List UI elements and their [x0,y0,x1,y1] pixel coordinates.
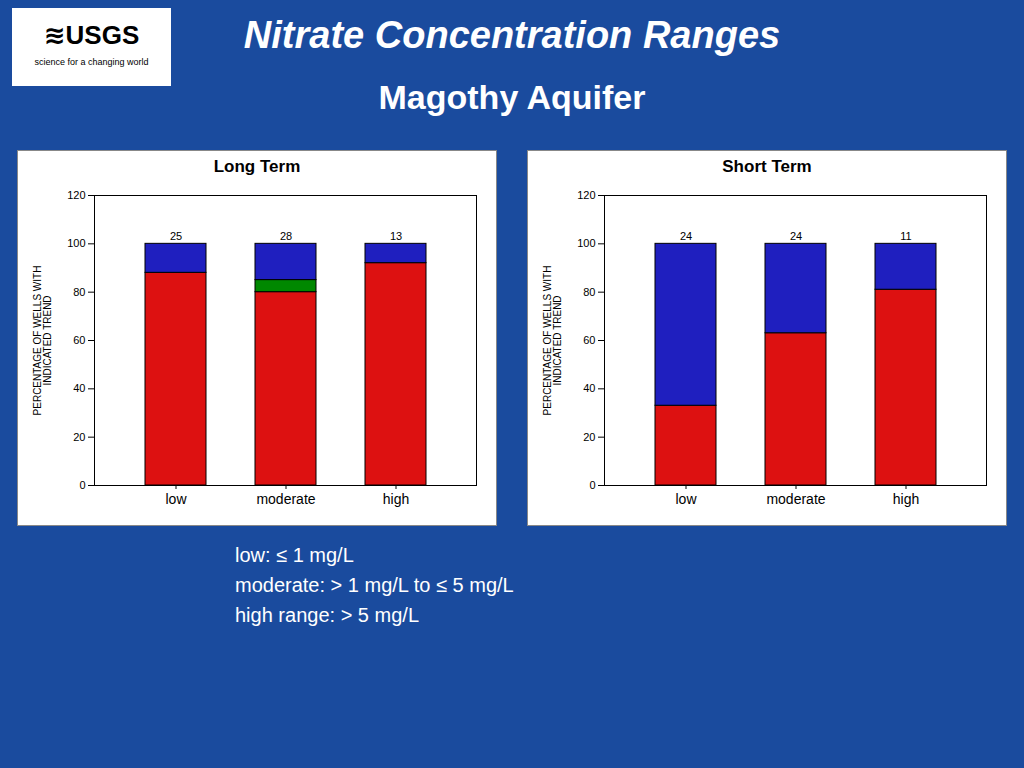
svg-text:11: 11 [900,230,911,242]
svg-text:PERCENTAGE OF WELLS WITHINDICA: PERCENTAGE OF WELLS WITHINDICATED TREND [32,266,53,416]
svg-text:moderate: moderate [766,491,825,507]
html-text:moderate: > 1 mg/L to ≤ 5 mg/L: moderate: > 1 mg/L to ≤ 5 mg/L [235,574,514,596]
svg-text:0: 0 [589,479,595,491]
svg-text:80: 80 [583,286,595,298]
html-text:Nitrate Concentration Ranges: Nitrate Concentration Ranges [243,14,781,56]
svg-text:80: 80 [73,286,85,298]
html-text:≋USGS: ≋USGS [43,20,140,50]
svg-text:120: 120 [67,189,85,201]
svg-text:PERCENTAGE OF WELLS WITHINDICA: PERCENTAGE OF WELLS WITHINDICATED TREND [542,266,563,416]
svg-text:40: 40 [583,382,595,394]
html-text:high range: > 5 mg/L: high range: > 5 mg/L [235,604,419,626]
svg-text:100: 100 [67,237,85,249]
html-text:Short Term: Short Term [722,157,812,176]
svg-text:moderate: moderate [256,491,315,507]
svg-text:13: 13 [390,230,402,242]
svg-text:low: low [675,491,697,507]
svg-text:100: 100 [577,237,595,249]
svg-text:high: high [893,491,919,507]
svg-text:0: 0 [79,479,85,491]
svg-text:60: 60 [73,334,85,346]
svg-text:24: 24 [680,230,692,242]
svg-text:high: high [383,491,409,507]
html-text:Magothy Aquifer: Magothy Aquifer [378,78,646,116]
svg-text:20: 20 [583,431,595,443]
html-text:Long Term: Long Term [213,157,301,176]
svg-text:60: 60 [583,334,595,346]
svg-text:120: 120 [577,189,595,201]
html-text:low: ≤ 1 mg/L: low: ≤ 1 mg/L [235,544,354,566]
html-text:science for a changing world: science for a changing world [34,57,149,67]
svg-text:28: 28 [280,230,292,242]
svg-text:40: 40 [73,382,85,394]
svg-text:24: 24 [790,230,802,242]
svg-text:25: 25 [170,230,182,242]
svg-text:low: low [165,491,187,507]
svg-text:20: 20 [73,431,85,443]
